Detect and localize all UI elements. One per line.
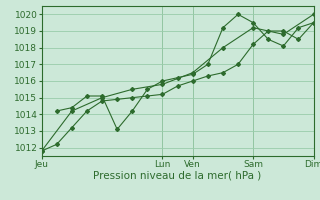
X-axis label: Pression niveau de la mer( hPa ): Pression niveau de la mer( hPa ) — [93, 171, 262, 181]
